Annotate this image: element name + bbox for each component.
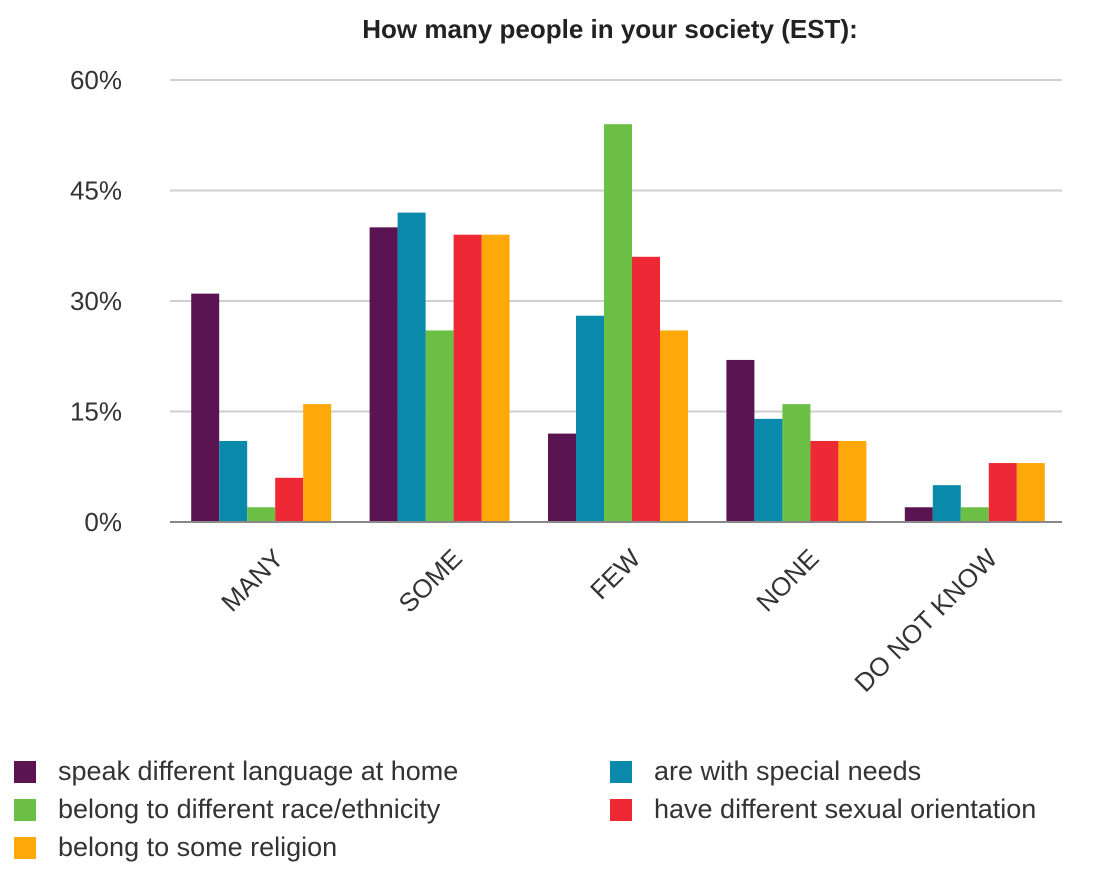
legend-label: belong to different race/ethnicity [58, 794, 441, 824]
bar [988, 463, 1017, 522]
bar [632, 256, 660, 522]
y-tick-label: 30% [70, 286, 122, 316]
bar [932, 485, 961, 522]
bar [275, 477, 304, 522]
bar-chart: How many people in your society (EST): 0… [70, 14, 1062, 698]
legend-item: belong to different race/ethnicity [14, 794, 440, 825]
x-tick-label: DO NOT KNOW [848, 543, 1003, 698]
legend-swatch [610, 798, 632, 821]
legend-label: belong to some religion [58, 832, 338, 862]
bar [453, 234, 482, 522]
x-tick-label: FEW [584, 543, 646, 605]
y-tick-label: 0% [84, 507, 122, 537]
bar [754, 418, 783, 522]
legend-swatch [14, 836, 36, 859]
legend-item: belong to some religion [14, 832, 337, 863]
y-tick-label: 45% [70, 176, 122, 206]
bar [904, 507, 933, 522]
legend-item: are with special needs [610, 756, 921, 787]
legend-swatch [14, 760, 36, 783]
x-axis-ticks: MANY SOME FEW NONE DO NOT KNOW [215, 543, 1003, 698]
bar [219, 440, 248, 522]
bar [782, 404, 811, 522]
bar [660, 330, 688, 522]
legend-label: speak different language at home [58, 756, 459, 786]
y-tick-label: 60% [70, 65, 122, 95]
legend-item: have different sexual orientation [610, 794, 1036, 825]
x-tick-label: SOME [392, 543, 467, 618]
bar [425, 330, 454, 522]
bar [726, 359, 755, 522]
bar [548, 433, 576, 522]
bar [303, 404, 332, 522]
legend-swatch [610, 760, 632, 783]
x-tick-label: NONE [750, 543, 824, 617]
bar [247, 507, 276, 522]
y-tick-label: 15% [70, 397, 122, 427]
legend-label: are with special needs [654, 756, 922, 786]
legend-label: have different sexual orientation [654, 794, 1037, 824]
bars [191, 124, 1045, 523]
legend-swatch [14, 798, 36, 821]
bar [1016, 463, 1045, 522]
bar [397, 212, 426, 522]
bar [960, 507, 989, 522]
bar [369, 227, 398, 523]
bar [576, 315, 604, 522]
bar [810, 440, 839, 522]
bar [481, 234, 510, 522]
y-axis-ticks: 0% 15% 30% 45% 60% [70, 65, 122, 537]
chart-title: How many people in your society (EST): [362, 14, 858, 44]
bar [191, 293, 220, 522]
bar [838, 440, 867, 522]
bar [604, 124, 632, 522]
x-tick-label: MANY [215, 543, 289, 617]
legend-item: speak different language at home [14, 756, 458, 787]
